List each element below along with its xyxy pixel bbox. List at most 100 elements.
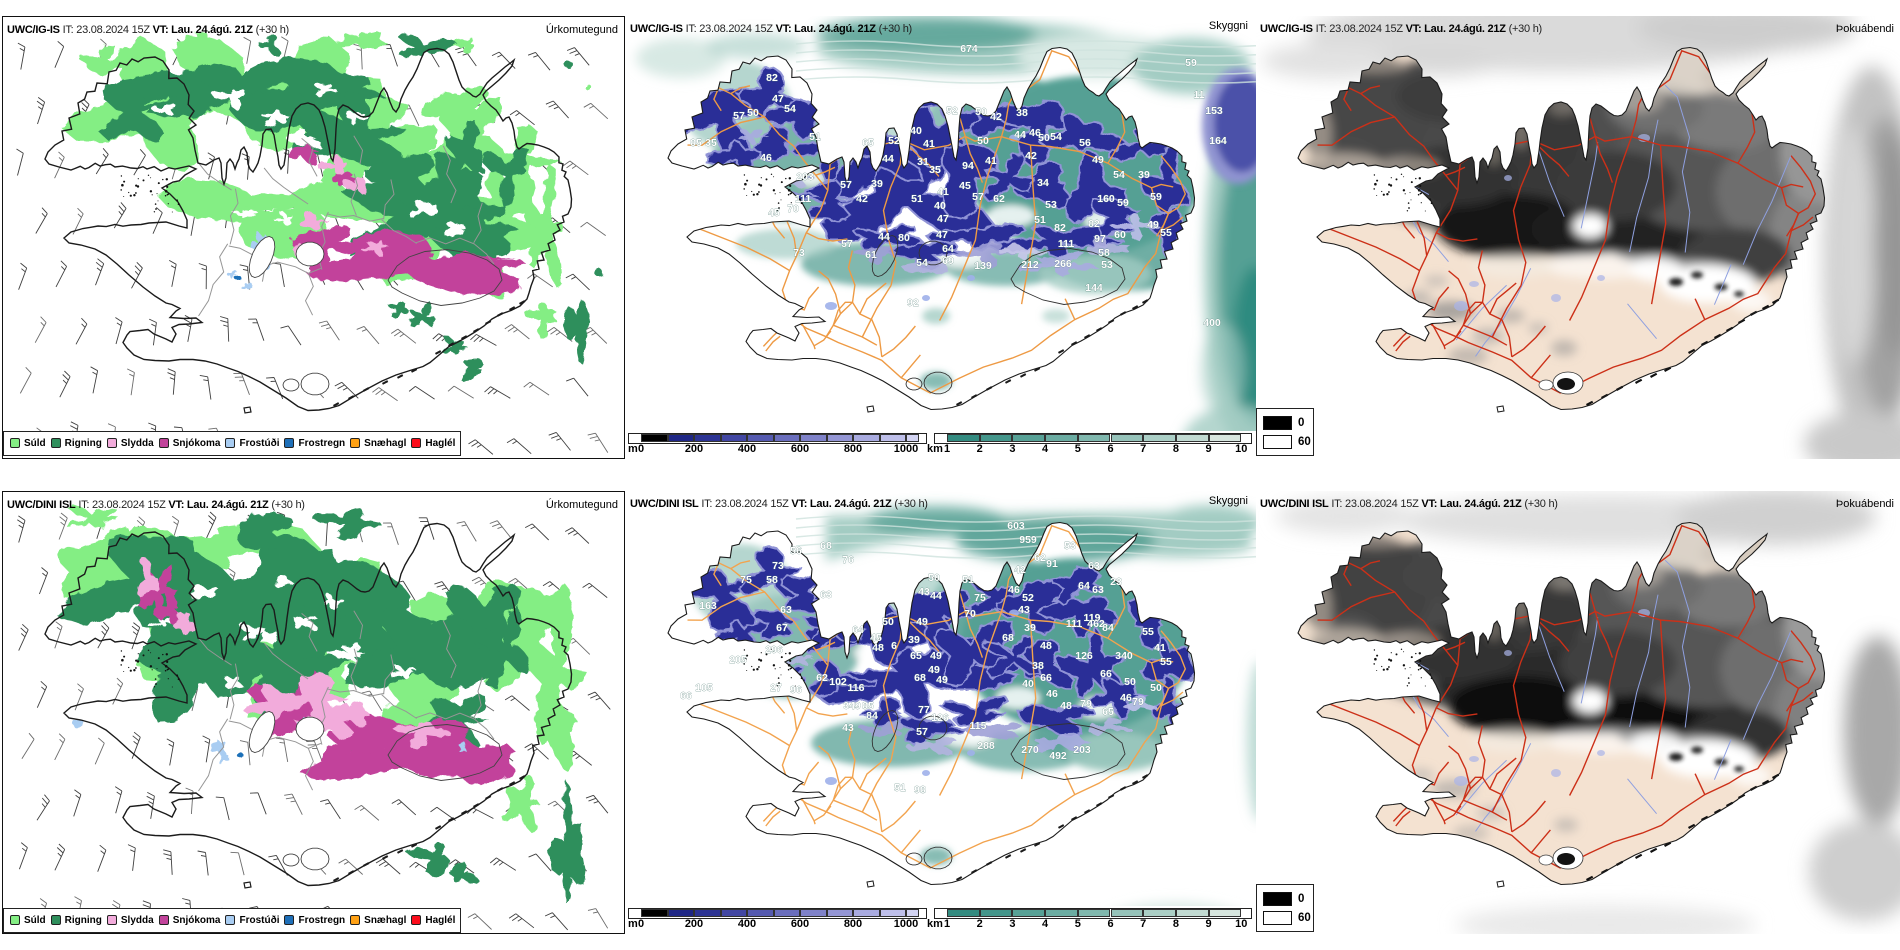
svg-text:53: 53 — [1064, 540, 1076, 552]
svg-text:116: 116 — [848, 682, 865, 694]
svg-text:105: 105 — [695, 682, 713, 694]
svg-text:674: 674 — [960, 43, 978, 55]
svg-text:47: 47 — [772, 93, 784, 105]
svg-text:111: 111 — [1066, 618, 1083, 630]
svg-text:60: 60 — [1114, 229, 1126, 241]
svg-text:35: 35 — [705, 137, 717, 149]
svg-text:603: 603 — [1007, 520, 1025, 532]
svg-text:80: 80 — [898, 232, 910, 244]
svg-text:58: 58 — [1098, 247, 1110, 259]
svg-text:51: 51 — [911, 193, 923, 205]
svg-text:119: 119 — [1084, 612, 1101, 624]
svg-text:160: 160 — [1097, 193, 1115, 205]
svg-text:62: 62 — [993, 193, 1005, 205]
svg-text:203: 203 — [796, 171, 814, 183]
svg-text:59: 59 — [1185, 57, 1197, 69]
svg-text:49: 49 — [930, 650, 942, 662]
svg-text:50: 50 — [1124, 676, 1136, 688]
svg-text:47: 47 — [936, 229, 948, 241]
svg-text:82: 82 — [766, 72, 778, 84]
svg-text:50: 50 — [747, 107, 759, 119]
svg-text:44: 44 — [1014, 129, 1026, 141]
svg-text:49: 49 — [936, 674, 948, 686]
svg-text:65: 65 — [910, 650, 922, 662]
svg-text:126: 126 — [1075, 650, 1093, 662]
svg-text:84: 84 — [1102, 622, 1114, 634]
svg-text:57: 57 — [840, 179, 852, 191]
svg-text:75: 75 — [740, 574, 752, 586]
svg-text:41: 41 — [985, 155, 997, 167]
svg-text:44: 44 — [930, 590, 942, 602]
svg-text:41: 41 — [923, 138, 935, 150]
svg-text:46: 46 — [1029, 127, 1041, 139]
svg-text:77: 77 — [918, 704, 930, 716]
svg-text:68: 68 — [1002, 632, 1014, 644]
svg-text:296: 296 — [765, 644, 783, 656]
svg-text:62: 62 — [1034, 552, 1046, 564]
svg-text:57: 57 — [733, 110, 745, 122]
svg-text:65: 65 — [862, 137, 874, 149]
svg-text:85: 85 — [862, 700, 874, 712]
svg-text:53: 53 — [1045, 199, 1057, 211]
svg-text:212: 212 — [1021, 259, 1039, 271]
svg-text:66: 66 — [1100, 668, 1112, 680]
svg-text:56: 56 — [790, 545, 802, 557]
svg-text:45: 45 — [959, 180, 971, 192]
svg-text:53: 53 — [1101, 259, 1113, 271]
svg-text:82: 82 — [1088, 218, 1100, 230]
svg-text:64: 64 — [942, 243, 954, 255]
svg-text:54: 54 — [916, 257, 928, 269]
svg-text:52: 52 — [888, 135, 900, 147]
svg-text:55: 55 — [1160, 227, 1172, 239]
svg-text:76: 76 — [842, 554, 854, 566]
svg-text:63: 63 — [820, 589, 832, 601]
svg-text:66: 66 — [1040, 672, 1052, 684]
svg-text:41: 41 — [937, 186, 949, 198]
svg-text:50: 50 — [977, 135, 989, 147]
svg-text:50: 50 — [1150, 682, 1162, 694]
svg-text:50: 50 — [1038, 132, 1050, 144]
svg-text:48: 48 — [1040, 640, 1052, 652]
svg-text:46: 46 — [1120, 692, 1132, 704]
svg-text:35: 35 — [929, 164, 941, 176]
svg-text:84: 84 — [866, 710, 878, 722]
svg-text:79: 79 — [1132, 696, 1144, 708]
svg-text:288: 288 — [977, 740, 995, 752]
svg-text:85: 85 — [690, 137, 702, 149]
svg-text:63: 63 — [1092, 584, 1104, 596]
svg-text:462: 462 — [1087, 618, 1105, 630]
svg-text:46: 46 — [1046, 688, 1058, 700]
svg-text:41: 41 — [1154, 642, 1166, 654]
svg-text:70: 70 — [787, 203, 799, 215]
svg-text:42: 42 — [856, 193, 868, 205]
svg-text:68: 68 — [820, 540, 832, 552]
svg-text:42: 42 — [990, 111, 1002, 123]
svg-text:57: 57 — [841, 238, 853, 250]
svg-text:63: 63 — [780, 604, 792, 616]
svg-text:46: 46 — [1008, 584, 1020, 596]
svg-text:111: 111 — [795, 193, 812, 205]
svg-text:69: 69 — [942, 255, 954, 267]
svg-text:39: 39 — [1024, 622, 1036, 634]
svg-text:203: 203 — [1073, 744, 1091, 756]
svg-text:52: 52 — [946, 105, 958, 117]
svg-text:48: 48 — [872, 642, 884, 654]
svg-text:492: 492 — [1049, 750, 1067, 762]
svg-text:39: 39 — [908, 634, 920, 646]
svg-text:39: 39 — [1138, 169, 1150, 181]
svg-text:94: 94 — [962, 160, 974, 172]
svg-text:57: 57 — [916, 726, 928, 738]
svg-text:50: 50 — [882, 616, 894, 628]
svg-text:54: 54 — [784, 103, 796, 115]
svg-text:144: 144 — [1085, 282, 1103, 294]
svg-text:266: 266 — [1054, 258, 1072, 270]
svg-text:45: 45 — [870, 632, 882, 644]
svg-text:46: 46 — [760, 152, 772, 164]
svg-text:43: 43 — [842, 722, 854, 734]
svg-text:400: 400 — [1203, 317, 1221, 329]
svg-text:51: 51 — [962, 574, 974, 586]
svg-text:73: 73 — [772, 560, 784, 572]
svg-text:64: 64 — [852, 624, 864, 636]
svg-text:55: 55 — [1142, 626, 1154, 638]
svg-text:44: 44 — [878, 231, 890, 243]
